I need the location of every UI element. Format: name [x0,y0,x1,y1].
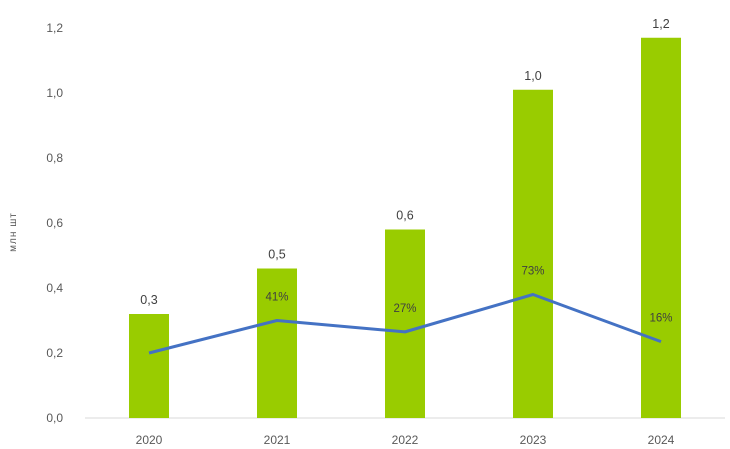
line-data-label: 16% [649,313,672,325]
x-tick-label: 2020 [136,433,163,447]
bar-data-labels: 0,3 0,5 0,6 1,0 1,2 [140,17,669,307]
line-data-label: 27% [393,303,416,315]
y-tick-label: 0,8 [46,151,63,165]
bar-data-label: 0,6 [396,209,413,223]
y-axis-ticks: 0,0 0,2 0,4 0,6 0,8 1,0 1,2 [46,21,63,425]
line-data-label: 41% [265,292,288,304]
y-tick-label: 0,4 [46,281,63,295]
y-tick-label: 0,6 [46,216,63,230]
line-data-label: 73% [521,266,544,278]
bar-data-label: 1,0 [524,69,541,83]
bar-data-label: 0,5 [268,248,285,262]
x-tick-label: 2022 [392,433,419,447]
bar-series [129,37,681,418]
x-axis-ticks: 2020 2021 2022 2023 2024 [136,433,675,447]
bar [257,268,297,418]
y-tick-label: 0,0 [46,411,63,425]
y-tick-label: 0,2 [46,346,63,360]
x-tick-label: 2021 [264,433,291,447]
y-axis-label: млн шт [8,212,19,252]
line-path [148,293,662,355]
line-series [148,293,662,355]
bar [385,229,425,418]
bar-data-label: 0,3 [140,293,157,307]
bar [513,89,553,418]
bar-data-label: 1,2 [652,17,669,31]
x-tick-label: 2023 [520,433,547,447]
line-data-labels: 41% 27% 73% 16% [265,266,672,325]
y-tick-label: 1,0 [46,86,63,100]
bar [129,314,169,418]
y-tick-label: 1,2 [46,21,63,35]
x-tick-label: 2024 [648,433,675,447]
bar [641,37,681,418]
